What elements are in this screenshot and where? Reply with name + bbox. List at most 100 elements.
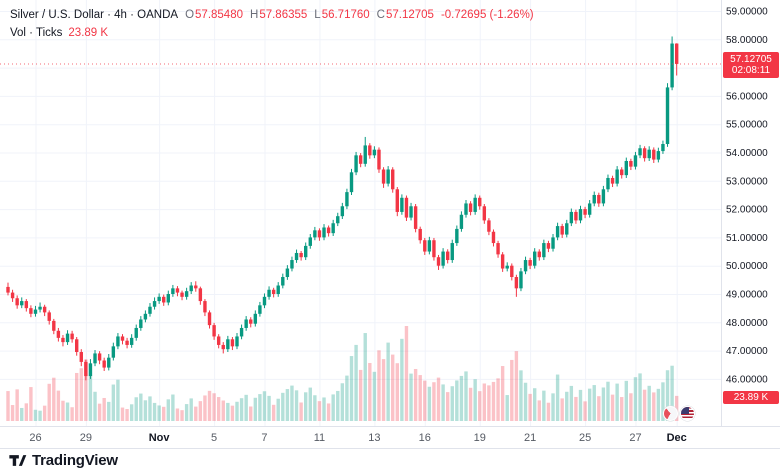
tradingview-brand-link[interactable]: TradingView	[8, 450, 118, 470]
price-tick-label[interactable]: 46.00000	[726, 374, 768, 385]
candle-body	[409, 206, 413, 218]
price-tick-label[interactable]: 56.00000	[726, 91, 768, 102]
volume-bar	[65, 402, 70, 421]
candle-body	[235, 336, 239, 347]
candle-body	[322, 227, 326, 238]
price-tick-label[interactable]: 50.00000	[726, 261, 768, 272]
candle-body	[258, 305, 262, 314]
time-tick-label[interactable]: 5	[211, 432, 217, 444]
candle-body	[29, 308, 33, 314]
volume-bar	[304, 392, 308, 421]
volume-bar	[647, 385, 651, 421]
time-tick-label[interactable]: 16	[419, 432, 431, 444]
candle-body	[134, 327, 138, 338]
volume-study-label[interactable]: Vol · Ticks	[10, 27, 63, 39]
candle-body	[162, 296, 166, 303]
volume-bar	[445, 392, 450, 421]
volume-bar	[313, 395, 317, 421]
candle-body	[299, 252, 303, 258]
volume-bar	[120, 407, 125, 421]
volume-bar	[230, 405, 235, 421]
candle-body	[152, 301, 157, 307]
candle-body	[574, 211, 578, 221]
price-tick-label[interactable]: 59.00000	[726, 7, 768, 18]
candle-body	[267, 289, 271, 297]
price-tick-label[interactable]: 53.00000	[726, 176, 768, 187]
candle-body	[592, 194, 596, 204]
candle-body	[276, 285, 280, 294]
candle-body	[42, 306, 47, 313]
price-tick-label[interactable]: 47.00000	[726, 346, 768, 357]
volume-value-label: 23.89 K	[723, 391, 779, 404]
volume-bar	[468, 387, 473, 421]
candle-body	[15, 298, 19, 306]
time-tick-label[interactable]: 13	[368, 432, 380, 444]
volume-bar	[336, 390, 340, 421]
volume-bar	[642, 389, 647, 421]
candle-body	[624, 160, 628, 176]
volume-bar	[423, 380, 427, 421]
candle-body	[670, 43, 674, 88]
volume-bar	[134, 397, 138, 421]
volume-bar	[139, 393, 143, 421]
volume-bar	[551, 393, 555, 421]
candle-body	[528, 260, 532, 266]
symbol-title[interactable]: Silver / U.S. Dollar · 4h · OANDA	[10, 9, 179, 21]
time-tick-label[interactable]: 25	[579, 432, 591, 444]
candle-body	[281, 277, 285, 286]
volume-bar	[317, 401, 322, 421]
price-tick-label[interactable]: 52.00000	[726, 205, 768, 216]
volume-bar	[70, 407, 74, 421]
candle-body	[656, 151, 661, 160]
volume-bar	[84, 359, 88, 421]
volume-bar	[638, 373, 642, 421]
candle-body	[404, 197, 409, 218]
volume-bar	[633, 377, 638, 421]
volume-bar	[629, 393, 633, 421]
volume-bar	[267, 395, 271, 421]
time-tick-label[interactable]: 11	[314, 432, 325, 444]
change-value: -0.72695 (-1.26%)	[440, 9, 534, 21]
volume-bar	[42, 405, 47, 421]
time-tick-label[interactable]: 19	[474, 432, 486, 444]
candle-body	[587, 203, 592, 215]
candle-body	[459, 214, 464, 229]
candle-body	[221, 344, 225, 350]
volume-bar	[482, 383, 487, 421]
candle-body	[111, 346, 116, 358]
candle-body	[473, 197, 477, 212]
time-tick-label[interactable]: 26	[29, 432, 41, 444]
price-tick-label[interactable]: 49.00000	[726, 290, 768, 301]
time-tick-label[interactable]: Dec	[667, 432, 687, 444]
price-tick-label[interactable]: 58.00000	[726, 35, 768, 46]
price-tick-label[interactable]: 51.00000	[726, 233, 768, 244]
time-tick-label[interactable]: 7	[261, 432, 267, 444]
candle-body	[38, 306, 42, 310]
candle-body	[555, 226, 560, 238]
volume-bar	[271, 404, 276, 421]
time-tick-label[interactable]: 29	[80, 432, 92, 444]
volume-bar	[418, 375, 422, 421]
volume-bar	[143, 400, 148, 421]
time-tick-label[interactable]: 21	[524, 432, 536, 444]
candle-body	[65, 333, 70, 343]
price-tick-label[interactable]: 54.00000	[726, 148, 768, 159]
candle-body	[427, 240, 432, 252]
candle-body	[386, 169, 390, 184]
volume-bar	[395, 363, 399, 421]
candle-body	[413, 206, 418, 229]
candle-body	[505, 265, 509, 269]
volume-bar	[537, 400, 541, 421]
candle-body	[61, 337, 65, 343]
price-tick-label[interactable]: 48.00000	[726, 318, 768, 329]
candle-body	[500, 254, 505, 269]
volume-bar	[610, 394, 615, 421]
price-tick-label[interactable]: 55.00000	[726, 120, 768, 131]
volume-bar	[510, 359, 514, 421]
time-tick-label[interactable]: Nov	[149, 432, 171, 444]
time-tick-label[interactable]: 27	[629, 432, 641, 444]
bar-countdown: 02:08:11	[731, 65, 771, 76]
volume-bar	[533, 388, 537, 421]
volume-bar	[249, 406, 253, 421]
